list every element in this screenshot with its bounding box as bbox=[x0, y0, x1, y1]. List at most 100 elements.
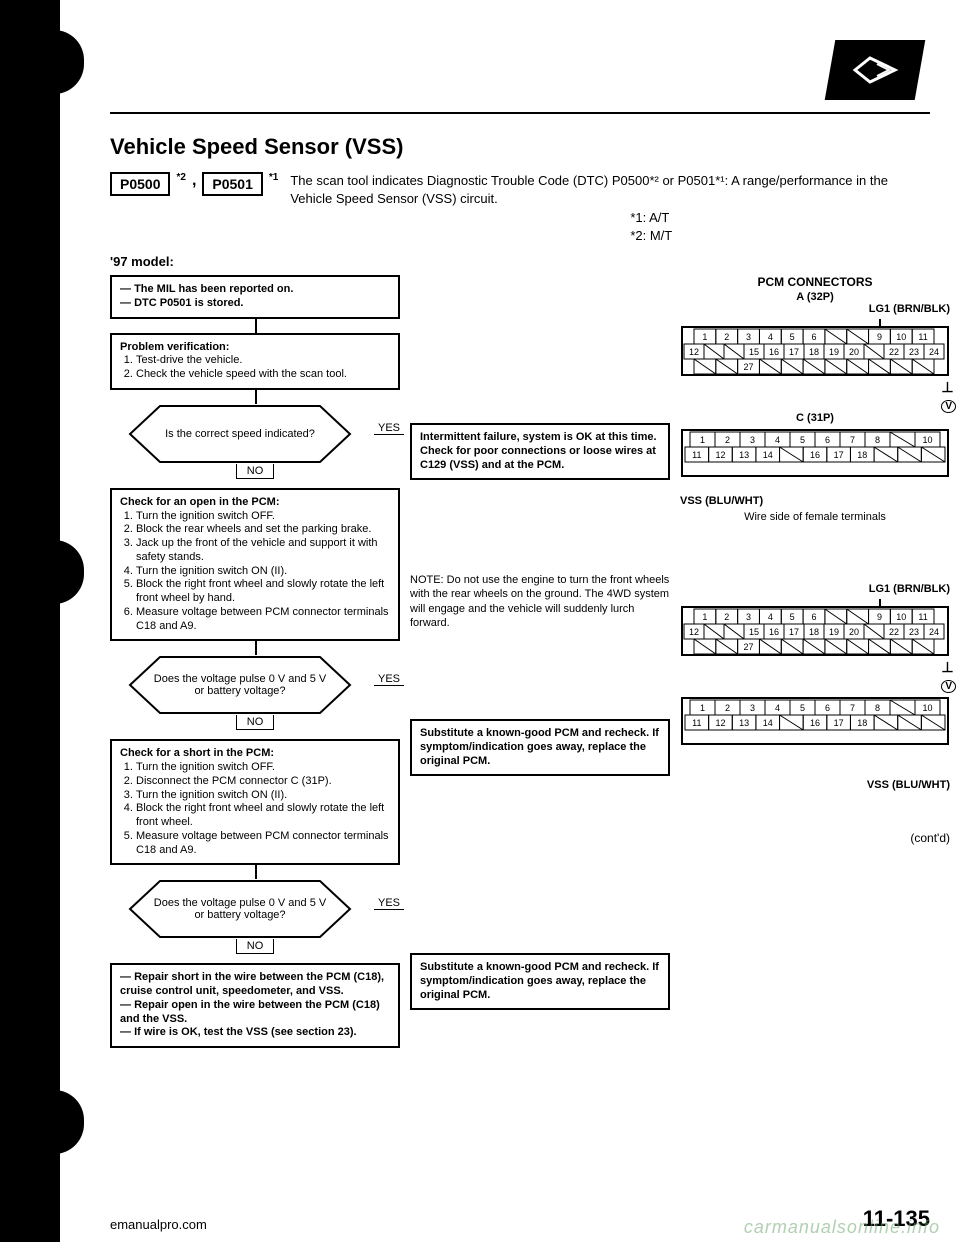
flow-problem-verification: Problem verification: Test-drive the veh… bbox=[110, 333, 400, 390]
flowchart-column: The MIL has been reported on. DTC P0501 … bbox=[110, 275, 400, 1048]
svg-text:17: 17 bbox=[789, 627, 799, 637]
page-title: Vehicle Speed Sensor (VSS) bbox=[110, 134, 930, 160]
svg-text:4: 4 bbox=[768, 332, 773, 342]
svg-text:3: 3 bbox=[750, 703, 755, 713]
yes-label-3: YES bbox=[374, 897, 404, 910]
connector-c-1: 1234567810 11121314161718 VSS (BLU/WHT) bbox=[680, 424, 950, 493]
wire-lg1-1: LG1 (BRN/BLK) bbox=[680, 303, 950, 315]
svg-text:22: 22 bbox=[889, 347, 899, 357]
no-label-1: NO bbox=[236, 464, 275, 479]
svg-text:1: 1 bbox=[702, 612, 707, 622]
svg-text:1: 1 bbox=[700, 703, 705, 713]
svg-text:16: 16 bbox=[810, 718, 820, 728]
top-rule bbox=[110, 112, 930, 114]
flow-final-box: Repair short in the wire between the PCM… bbox=[110, 963, 400, 1048]
conn-c-label: C (31P) bbox=[680, 412, 950, 424]
yes-label-1: YES bbox=[374, 422, 404, 435]
svg-text:15: 15 bbox=[749, 347, 759, 357]
svg-text:19: 19 bbox=[829, 627, 839, 637]
svg-text:3: 3 bbox=[746, 612, 751, 622]
connector-a-1: 12345691011 12151617181920222324 27 ⊥V bbox=[680, 319, 950, 394]
svg-text:12: 12 bbox=[715, 718, 725, 728]
svg-text:7: 7 bbox=[850, 703, 855, 713]
svg-text:4: 4 bbox=[775, 435, 780, 445]
svg-text:6: 6 bbox=[811, 332, 816, 342]
svg-text:9: 9 bbox=[877, 332, 882, 342]
wire-side-caption: Wire side of female terminals bbox=[680, 511, 950, 523]
svg-text:6: 6 bbox=[825, 703, 830, 713]
svg-text:10: 10 bbox=[896, 332, 906, 342]
svg-text:4: 4 bbox=[775, 703, 780, 713]
svg-text:13: 13 bbox=[739, 450, 749, 460]
svg-text:1: 1 bbox=[702, 332, 707, 342]
svg-text:20: 20 bbox=[849, 347, 859, 357]
decision-3: Does the voltage pulse 0 V and 5 V or ba… bbox=[110, 879, 400, 939]
svg-text:16: 16 bbox=[810, 450, 820, 460]
svg-text:24: 24 bbox=[929, 627, 939, 637]
svg-text:10: 10 bbox=[922, 435, 932, 445]
svg-text:6: 6 bbox=[825, 435, 830, 445]
vss-label-1: VSS (BLU/WHT) bbox=[680, 495, 763, 507]
svg-text:20: 20 bbox=[849, 627, 859, 637]
svg-text:2: 2 bbox=[725, 435, 730, 445]
svg-text:10: 10 bbox=[922, 703, 932, 713]
flow-check-open: Check for an open in the PCM: Turn the i… bbox=[110, 488, 400, 642]
svg-text:10: 10 bbox=[896, 612, 906, 622]
result-box-2: Substitute a known-good PCM and recheck.… bbox=[410, 719, 670, 776]
svg-text:19: 19 bbox=[829, 347, 839, 357]
svg-text:5: 5 bbox=[790, 612, 795, 622]
note-text: NOTE: Do not use the engine to turn the … bbox=[410, 573, 670, 630]
svg-text:11: 11 bbox=[918, 612, 927, 622]
svg-text:9: 9 bbox=[877, 612, 882, 622]
connector-a-2: 12345691011 12151617181920222324 27 ⊥V bbox=[680, 599, 950, 674]
dtc-sup-1: *2 bbox=[176, 172, 185, 183]
svg-text:17: 17 bbox=[834, 450, 844, 460]
svg-text:23: 23 bbox=[909, 627, 919, 637]
svg-text:5: 5 bbox=[800, 435, 805, 445]
svg-text:14: 14 bbox=[763, 450, 773, 460]
svg-text:18: 18 bbox=[857, 450, 867, 460]
wire-lg1-2: LG1 (BRN/BLK) bbox=[680, 583, 950, 595]
pcm-connectors-header: PCM CONNECTORS bbox=[680, 275, 950, 289]
flow-start-box: The MIL has been reported on. DTC P0501 … bbox=[110, 275, 400, 319]
svg-text:22: 22 bbox=[889, 627, 899, 637]
svg-text:18: 18 bbox=[809, 347, 819, 357]
svg-text:8: 8 bbox=[875, 435, 880, 445]
svg-text:18: 18 bbox=[857, 718, 867, 728]
svg-text:11: 11 bbox=[692, 450, 701, 460]
svg-text:27: 27 bbox=[744, 362, 754, 372]
svg-text:1: 1 bbox=[700, 435, 705, 445]
svg-text:13: 13 bbox=[739, 718, 749, 728]
binder-spine bbox=[0, 0, 60, 1242]
svg-text:4: 4 bbox=[768, 612, 773, 622]
footer-left: emanualpro.com bbox=[110, 1217, 207, 1232]
svg-text:23: 23 bbox=[909, 347, 919, 357]
decision-2: Does the voltage pulse 0 V and 5 V or ba… bbox=[110, 655, 400, 715]
svg-text:11: 11 bbox=[918, 332, 927, 342]
decision-1: Is the correct speed indicated? YES bbox=[110, 404, 400, 464]
yes-label-2: YES bbox=[374, 673, 404, 686]
svg-text:3: 3 bbox=[746, 332, 751, 342]
svg-text:2: 2 bbox=[724, 612, 729, 622]
model-label: '97 model: bbox=[110, 254, 930, 269]
svg-text:16: 16 bbox=[769, 347, 779, 357]
no-label-2: NO bbox=[236, 715, 275, 730]
binder-tab-top bbox=[28, 30, 84, 94]
dtc-description: The scan tool indicates Diagnostic Troub… bbox=[290, 172, 930, 244]
dtc-sup-2: *1 bbox=[269, 172, 278, 183]
svg-text:11: 11 bbox=[692, 718, 701, 728]
svg-text:15: 15 bbox=[749, 627, 759, 637]
svg-text:16: 16 bbox=[769, 627, 779, 637]
page-content: Vehicle Speed Sensor (VSS) P0500 *2 , P0… bbox=[110, 40, 930, 1212]
results-column: Intermittent failure, system is OK at th… bbox=[410, 275, 670, 1048]
svg-text:17: 17 bbox=[834, 718, 844, 728]
main-grid: The MIL has been reported on. DTC P0501 … bbox=[110, 275, 930, 1048]
svg-text:2: 2 bbox=[724, 332, 729, 342]
svg-text:5: 5 bbox=[790, 332, 795, 342]
svg-text:27: 27 bbox=[744, 642, 754, 652]
no-label-3: NO bbox=[236, 939, 275, 954]
result-box-3: Substitute a known-good PCM and recheck.… bbox=[410, 953, 670, 1010]
svg-text:5: 5 bbox=[800, 703, 805, 713]
connector-column: PCM CONNECTORS A (32P) LG1 (BRN/BLK) 123… bbox=[680, 275, 950, 1048]
svg-text:24: 24 bbox=[929, 347, 939, 357]
